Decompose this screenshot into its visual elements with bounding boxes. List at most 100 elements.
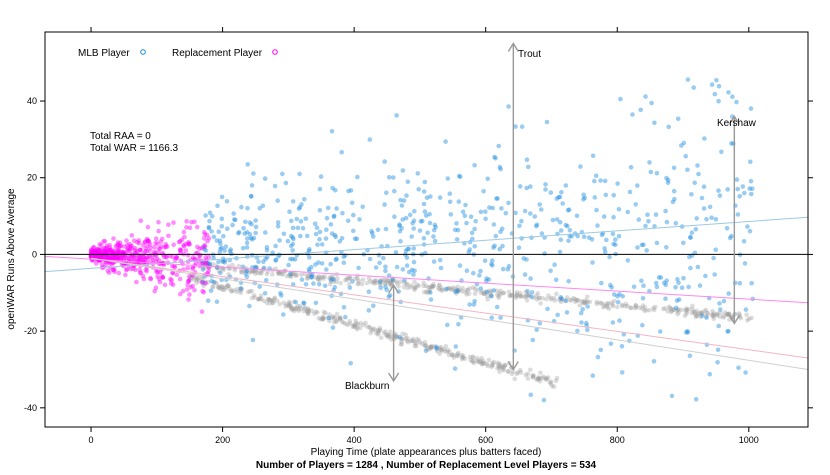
replacement-shadow-point bbox=[470, 359, 476, 364]
mlb-player-point bbox=[593, 173, 599, 179]
replacement-shadow-point bbox=[375, 332, 381, 337]
replacement-shadow-point bbox=[536, 375, 541, 380]
replacement-player-point bbox=[110, 256, 116, 261]
mlb-player-point bbox=[599, 280, 604, 286]
replacement-player-point bbox=[153, 240, 158, 246]
mlb-player-point bbox=[376, 252, 382, 258]
mlb-player-point bbox=[748, 159, 753, 165]
replacement-shadow-point bbox=[479, 362, 485, 367]
replacement-shadow-point bbox=[474, 358, 480, 364]
replacement-shadow-point bbox=[339, 319, 345, 324]
mlb-player-point bbox=[273, 257, 279, 263]
mlb-player-point bbox=[316, 260, 321, 265]
mlb-player-point bbox=[260, 203, 266, 209]
replacement-shadow-point bbox=[454, 291, 459, 296]
replacement-player-point bbox=[159, 236, 165, 242]
mlb-player-point bbox=[383, 264, 388, 270]
mlb-player-point bbox=[248, 193, 254, 199]
mlb-player-point bbox=[721, 298, 727, 304]
replacement-player-point bbox=[177, 239, 183, 244]
replacement-shadow-point bbox=[439, 348, 445, 353]
replacement-shadow-point bbox=[545, 375, 551, 380]
replacement-shadow-point bbox=[301, 308, 306, 314]
replacement-player-point bbox=[97, 242, 102, 247]
mlb-player-point bbox=[602, 249, 608, 255]
replacement-player-point bbox=[190, 265, 196, 270]
replacement-shadow-point bbox=[602, 304, 608, 309]
replacement-shadow-point bbox=[540, 375, 545, 381]
arrow-head bbox=[388, 283, 400, 294]
mlb-player-point bbox=[704, 342, 710, 348]
mlb-player-point bbox=[645, 212, 650, 217]
mlb-player-point bbox=[652, 224, 657, 229]
replacement-shadow-point bbox=[699, 310, 705, 316]
mlb-player-point bbox=[369, 228, 374, 234]
mlb-player-point bbox=[277, 238, 282, 243]
mlb-player-point bbox=[513, 124, 518, 129]
replacement-player-point bbox=[137, 247, 143, 253]
replacement-shadow-point bbox=[270, 272, 275, 277]
replacement-shadow-point bbox=[459, 289, 465, 294]
replacement-shadow-point bbox=[269, 298, 275, 303]
replacement-shadow-point bbox=[695, 313, 700, 318]
replacement-shadow-point bbox=[494, 288, 500, 294]
mlb-player-point bbox=[709, 82, 715, 87]
replacement-player-point bbox=[190, 283, 195, 289]
mlb-player-point bbox=[467, 239, 473, 245]
replacement-player-point bbox=[202, 243, 207, 248]
replacement-player-point bbox=[204, 232, 210, 238]
mlb-player-point bbox=[382, 159, 388, 164]
mlb-player-point bbox=[238, 286, 243, 291]
mlb-player-point bbox=[644, 248, 649, 253]
mlb-player-point bbox=[563, 298, 569, 304]
replacement-shadow-point bbox=[502, 363, 508, 368]
replacement-player-point bbox=[158, 239, 164, 245]
replacement-player-point bbox=[138, 257, 144, 263]
replacement-shadow-point bbox=[297, 303, 303, 309]
mlb-player-point bbox=[689, 192, 694, 197]
replacement-shadow-point bbox=[341, 320, 346, 326]
replacement-shadow-point bbox=[402, 280, 407, 286]
replacement-shadow-point bbox=[501, 290, 507, 296]
mlb-player-point bbox=[528, 392, 534, 398]
replacement-player-point bbox=[125, 245, 131, 251]
replacement-shadow-point bbox=[506, 289, 512, 295]
mlb-player-point bbox=[462, 213, 468, 219]
replacement-shadow-point bbox=[270, 300, 275, 306]
mlb-player-point bbox=[453, 289, 458, 295]
mlb-player-point bbox=[409, 267, 415, 273]
mlb-player-point bbox=[298, 219, 304, 224]
replacement-player-point bbox=[138, 254, 143, 259]
replacement-shadow-point bbox=[255, 270, 260, 276]
replacement-shadow-point bbox=[468, 357, 473, 363]
replacement-shadow-point bbox=[518, 370, 524, 375]
mlb-player-point bbox=[581, 197, 586, 202]
replacement-shadow-point bbox=[321, 276, 327, 281]
mlb-player-point bbox=[330, 325, 336, 330]
mlb-player-point bbox=[411, 218, 417, 223]
replacement-shadow-point bbox=[726, 311, 732, 317]
mlb-player-point bbox=[373, 265, 379, 270]
mlb-player-point bbox=[608, 341, 614, 347]
replacement-shadow-point bbox=[450, 285, 456, 290]
mlb-player-point bbox=[559, 296, 564, 302]
replacement-player-point bbox=[147, 248, 152, 254]
replacement-player-point bbox=[186, 274, 192, 279]
legend-label-mlb: MLB Player bbox=[78, 48, 130, 59]
replacement-shadow-point bbox=[437, 282, 442, 288]
mlb-player-point bbox=[701, 206, 707, 211]
replacement-player-point bbox=[192, 287, 197, 293]
mlb-player-point bbox=[334, 256, 339, 262]
replacement-shadow-point bbox=[249, 295, 255, 301]
replacement-shadow-point bbox=[316, 274, 321, 280]
mlb-player-point bbox=[519, 236, 524, 241]
replacement-player-point bbox=[136, 252, 142, 258]
lines-layer bbox=[44, 216, 809, 370]
replacement-shadow-point bbox=[552, 298, 557, 303]
mlb-player-point bbox=[324, 267, 329, 272]
x-tick-label: 800 bbox=[610, 435, 625, 445]
mlb-player-point bbox=[693, 397, 699, 402]
replacement-shadow-point bbox=[454, 287, 460, 293]
replacement-player-point bbox=[107, 249, 113, 254]
replacement-shadow-point bbox=[694, 313, 699, 319]
